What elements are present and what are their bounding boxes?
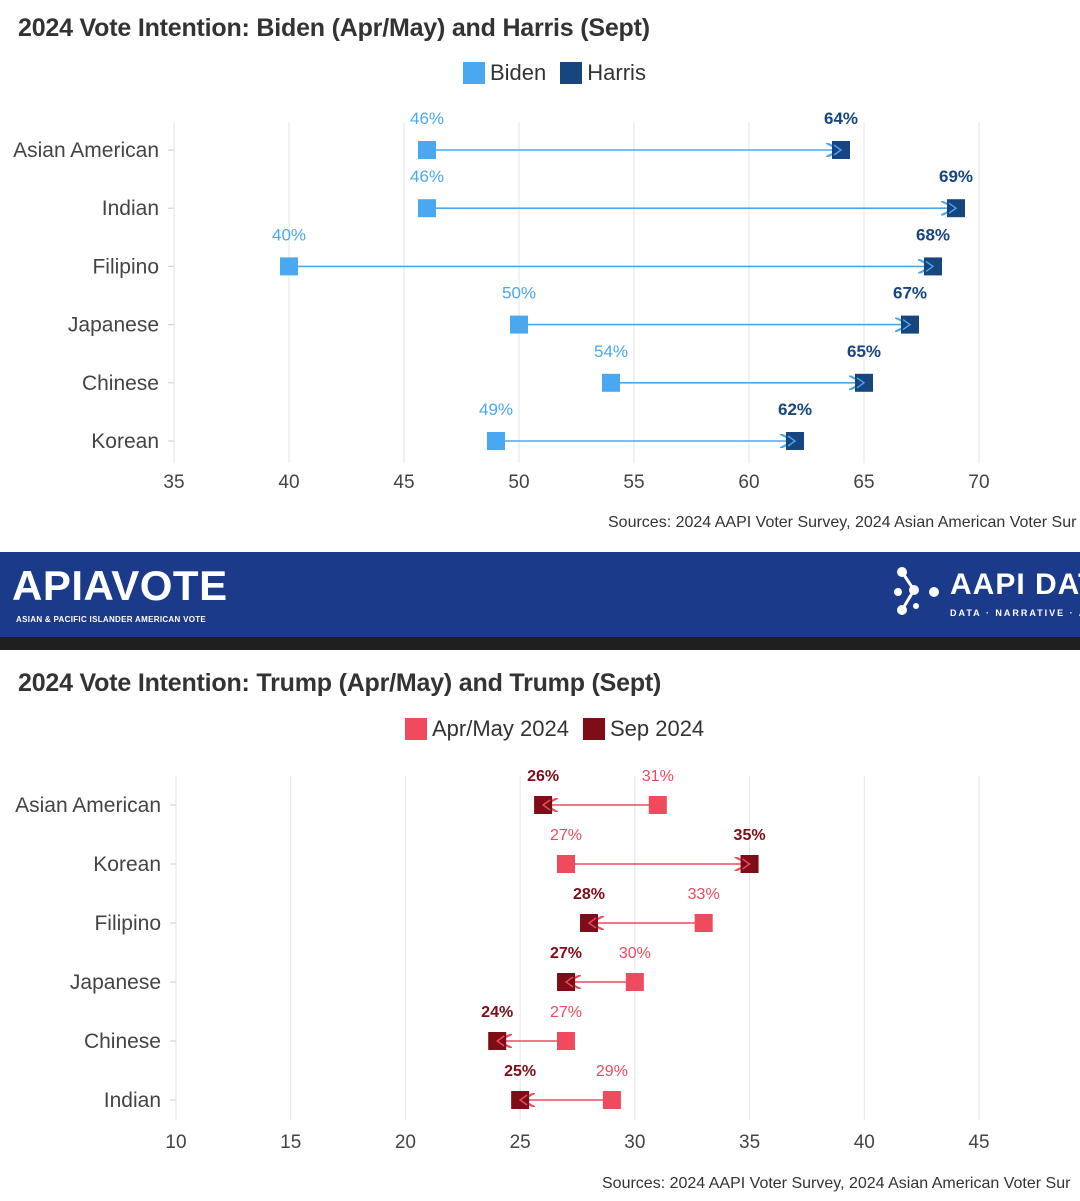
chart1-legend-label-harris: Harris	[587, 60, 646, 85]
chart1-point-biden	[602, 373, 620, 392]
chart1-data-label-biden: 40%	[272, 225, 306, 244]
chart2-category-label: Japanese	[70, 971, 161, 994]
chart1-x-tick-label: 40	[278, 472, 299, 493]
chart2-data-label-sep-2024: 26%	[527, 768, 559, 785]
chart2-title: 2024 Vote Intention: Trump (Apr/May) and…	[18, 669, 662, 697]
chart1-title: 2024 Vote Intention: Biden (Apr/May) and…	[18, 14, 650, 42]
chart2-data-label-apr-may-2024: 27%	[550, 1004, 582, 1021]
chart2-x-tick-label: 25	[510, 1132, 531, 1153]
chart1-data-label-biden: 46%	[410, 109, 444, 128]
logo-banner: APIAVOTE ASIAN & PACIFIC ISLANDER AMERIC…	[0, 552, 1080, 637]
chart2-data-label-apr-may-2024: 29%	[596, 1063, 628, 1080]
chart1-data-label-biden: 49%	[479, 400, 513, 419]
aapi-data-icon	[894, 567, 939, 615]
chart2-legend-label-sep: Sep 2024	[609, 716, 705, 741]
chart1-data-label-harris: 68%	[916, 225, 950, 244]
chart2-plot: 10 15 20 25 30 35 40 45 Asian American 31% 26% Kore…	[15, 768, 989, 1153]
chart1-data-label-harris: 65%	[847, 342, 881, 361]
chart1-legend-swatch-biden	[463, 62, 485, 84]
apiavote-tagline: ASIAN & PACIFIC ISLANDER AMERICAN VOTE	[16, 615, 207, 624]
chart1-point-biden	[418, 199, 436, 218]
chart2-x-tick-label: 35	[739, 1132, 760, 1153]
chart1-arrow-tip	[948, 202, 958, 214]
chart1-category-label: Chinese	[82, 372, 159, 395]
chart2-data-label-apr-may-2024: 30%	[619, 945, 651, 962]
chart1-point-biden	[487, 432, 505, 450]
chart2-category-label: Korean	[93, 853, 161, 876]
aapi-data-logo: AAPI DAT	[950, 568, 1080, 601]
chart2-data-label-sep-2024: 25%	[504, 1063, 536, 1080]
chart2-data-label-sep-2024: 27%	[550, 945, 582, 962]
chart1-data-label-harris: 64%	[824, 109, 858, 128]
chart1-x-tick-label: 70	[968, 472, 989, 493]
chart1-x-tick-label: 50	[508, 472, 529, 493]
chart2-arrow-tip	[564, 976, 574, 988]
chart1-arrow-tip	[787, 435, 797, 447]
chart1-category-label: Japanese	[68, 314, 159, 337]
chart1-legend: Biden Harris	[463, 60, 660, 86]
chart2-legend-swatch-aprmay	[405, 718, 427, 740]
chart2-legend-swatch-sep	[582, 718, 605, 740]
chart2-x-tick-label: 10	[165, 1132, 186, 1153]
chart1-legend-swatch-harris	[560, 62, 583, 84]
chart2-arrow-tip	[587, 917, 597, 929]
chart1-data-label-biden: 46%	[410, 167, 444, 186]
chart1-category-label: Filipino	[92, 255, 159, 278]
chart1-x-tick-label: 35	[163, 472, 184, 493]
chart1-point-biden	[280, 257, 298, 276]
chart2-legend-label-aprmay: Apr/May 2024	[432, 716, 569, 741]
chart1-source: Sources: 2024 AAPI Voter Survey, 2024 As…	[608, 514, 1077, 531]
chart1-point-biden	[418, 141, 436, 159]
chart2-category-label: Chinese	[84, 1030, 161, 1053]
chart2-x-tick-label: 40	[854, 1132, 875, 1153]
chart2-arrow-tip	[541, 799, 551, 811]
chart2-arrow-tip	[742, 858, 751, 870]
chart1-point-biden	[510, 315, 528, 334]
chart2-category-label: Indian	[104, 1089, 161, 1112]
chart1-data-label-harris: 62%	[778, 400, 812, 419]
chart2-arrow-tip	[518, 1094, 528, 1106]
chart1-category-label: Korean	[91, 430, 159, 453]
chart1-x-tick-label: 55	[623, 472, 644, 493]
chart2-arrow-tip	[495, 1035, 505, 1047]
chart2-x-tick-label: 15	[280, 1132, 301, 1153]
aapi-data-tagline: DATA · NARRATIVE · AC	[950, 608, 1080, 618]
chart1-data-label-harris: 67%	[893, 284, 927, 303]
chart1-arrow-tip	[902, 319, 912, 331]
chart2-data-label-apr-may-2024: 31%	[642, 768, 674, 785]
chart2-point-apr-may-2024	[602, 1091, 621, 1109]
chart2-x-tick-label: 20	[395, 1132, 416, 1153]
chart2-x-tick-label: 45	[968, 1132, 989, 1153]
chart1-plot: 35 40 45 50 55 60 65 70 Asian American 46% 64% Indi…	[13, 109, 989, 493]
chart2-data-label-sep-2024: 24%	[481, 1004, 513, 1021]
chart2-point-apr-may-2024	[557, 855, 576, 873]
chart2-legend: Apr/May 2024 Sep 2024	[405, 716, 718, 742]
chart2-point-apr-may-2024	[557, 1032, 576, 1050]
chart1-category-label: Asian American	[13, 139, 159, 162]
apiavote-logo: APIAVOTE	[12, 562, 228, 609]
chart1-x-tick-label: 45	[393, 472, 414, 493]
chart1-legend-label-biden: Biden	[490, 60, 547, 85]
chart2-point-apr-may-2024	[625, 973, 644, 991]
chart1-arrow-tip	[833, 144, 843, 156]
chart1-arrow-tip	[856, 377, 866, 389]
chart1-x-tick-label: 60	[738, 472, 759, 493]
chart2-source: Sources: 2024 AAPI Voter Survey, 2024 As…	[602, 1175, 1071, 1192]
chart2-point-apr-may-2024	[648, 796, 667, 814]
banner-divider	[0, 637, 1080, 650]
chart1-arrow-tip	[925, 260, 935, 272]
chart2-x-tick-label: 30	[624, 1132, 645, 1153]
chart1-data-label-biden: 50%	[502, 284, 536, 303]
chart2-category-label: Asian American	[15, 794, 161, 817]
chart2-data-label-sep-2024: 28%	[573, 886, 605, 903]
chart2-point-apr-may-2024	[694, 914, 713, 932]
chart1-data-label-biden: 54%	[594, 342, 628, 361]
chart2-category-label: Filipino	[94, 912, 161, 935]
chart1-data-label-harris: 69%	[939, 167, 973, 186]
chart1-category-label: Indian	[102, 197, 159, 220]
chart2-data-label-sep-2024: 35%	[734, 827, 766, 844]
chart2-data-label-apr-may-2024: 33%	[688, 886, 720, 903]
chart1-x-tick-label: 65	[853, 472, 874, 493]
chart2-data-label-apr-may-2024: 27%	[550, 827, 582, 844]
